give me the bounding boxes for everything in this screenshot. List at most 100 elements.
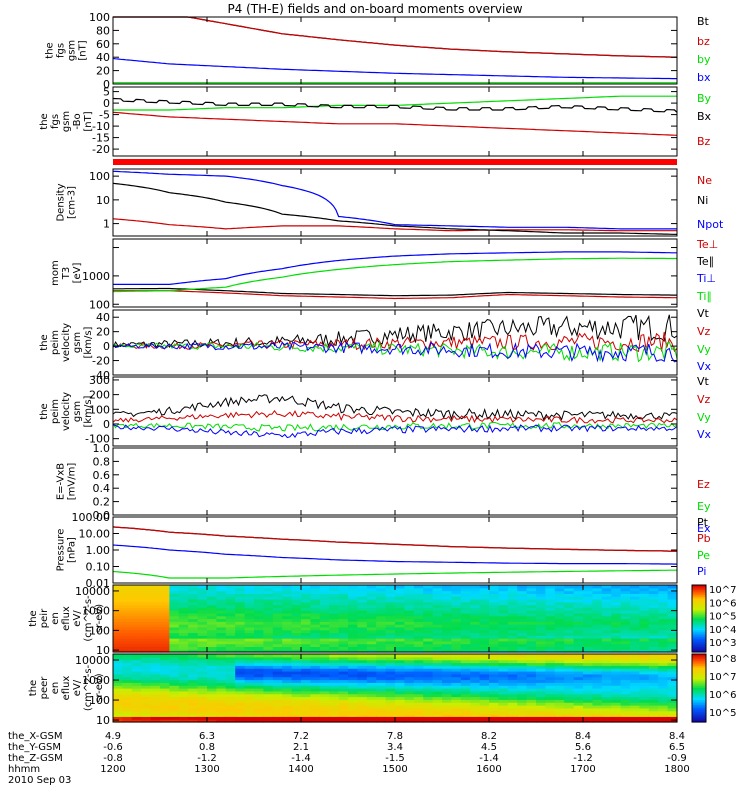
heatmap-cell <box>442 702 452 706</box>
heatmap-cell <box>536 643 546 648</box>
heatmap-cell <box>207 629 217 634</box>
heatmap-cell <box>235 624 246 628</box>
heatmap-cell <box>272 598 283 603</box>
x-row-value: 6.3 <box>199 731 215 742</box>
heatmap-cell <box>479 665 490 669</box>
heatmap-cell <box>395 705 405 709</box>
heatmap-cell <box>291 716 302 720</box>
heatmap-cell <box>479 629 490 634</box>
colorbar-segment <box>692 595 706 598</box>
heatmap-cell <box>517 668 528 672</box>
heatmap-cell <box>338 673 349 678</box>
heatmap-cell <box>122 590 133 594</box>
heatmap-cell <box>301 629 311 634</box>
heatmap-cell <box>272 671 283 675</box>
heatmap-cell <box>620 610 631 614</box>
heatmap-cell <box>319 612 330 617</box>
heatmap-cell <box>507 590 518 594</box>
heatmap-cell <box>310 719 321 723</box>
heatmap-cell <box>517 618 528 622</box>
legend-Pe: Pe <box>697 549 710 562</box>
heatmap-cell <box>235 693 246 698</box>
heatmap-cell <box>357 649 368 653</box>
heatmap-cell <box>554 668 565 672</box>
heatmap-cell <box>442 654 452 658</box>
heatmap-cell <box>385 693 396 698</box>
heatmap-cell <box>272 596 283 600</box>
heatmap-cell <box>536 587 546 592</box>
heatmap-cell <box>188 649 199 653</box>
heatmap-cell <box>150 596 161 600</box>
heatmap-cell <box>357 621 368 625</box>
panel-frame <box>112 447 678 516</box>
heatmap-cell <box>263 624 274 628</box>
colorbar-segment <box>692 664 706 667</box>
heatmap-cell <box>348 682 358 686</box>
heatmap-cell <box>160 659 170 664</box>
heatmap-cell <box>667 688 678 692</box>
heatmap-cell <box>376 707 387 712</box>
heatmap-cell <box>301 702 311 706</box>
heatmap-cell <box>122 643 133 648</box>
heatmap-cell <box>489 679 499 683</box>
panel-peim_velocity: VtVzVyVx-40-2002040thepeimvelocitygsm[km… <box>39 307 712 382</box>
heatmap-cell <box>432 607 443 611</box>
heatmap-cell <box>376 705 387 709</box>
heatmap-cell <box>235 690 246 695</box>
heatmap-cell <box>160 585 170 589</box>
heatmap-cell <box>272 688 283 692</box>
heatmap-cell <box>648 601 659 606</box>
heatmap-cell <box>526 682 537 686</box>
heatmap-cell <box>291 601 302 606</box>
heatmap-cell <box>150 629 161 634</box>
heatmap-cell <box>235 604 246 608</box>
heatmap-cell <box>235 665 246 669</box>
heatmap-cell <box>338 587 349 592</box>
heatmap-cell <box>564 654 575 658</box>
heatmap-cell <box>301 662 311 666</box>
heatmap-cell <box>244 615 255 620</box>
heatmap-cell <box>442 590 452 594</box>
heatmap-cell <box>141 626 152 631</box>
colorbar-segment <box>692 623 706 626</box>
heatmap-cell <box>630 607 640 611</box>
heatmap-cell <box>319 656 330 661</box>
heatmap-cell <box>460 596 471 600</box>
heatmap-cell <box>498 710 509 715</box>
colorbar-segment <box>692 606 706 610</box>
heatmap-cell <box>263 707 274 712</box>
heatmap-cell <box>197 638 208 642</box>
x-row-value: 8.4 <box>669 731 685 742</box>
heatmap-cell <box>648 649 659 653</box>
heatmap-cell <box>648 679 659 683</box>
heatmap-cell <box>451 716 462 720</box>
heatmap-cell <box>479 598 490 603</box>
heatmap-cell <box>291 638 302 642</box>
heatmap-cell <box>611 590 622 594</box>
heatmap-cell <box>160 612 170 617</box>
heatmap-cell <box>620 593 631 597</box>
heatmap-cell <box>366 601 377 606</box>
heatmap-cell <box>404 682 415 686</box>
heatmap-cell <box>188 615 199 620</box>
heatmap-cell <box>395 598 405 603</box>
heatmap-cell <box>254 679 264 683</box>
heatmap-cell <box>517 690 528 695</box>
heatmap-cell <box>329 596 340 600</box>
heatmap-cell <box>639 682 650 686</box>
heatmap-cell <box>413 702 424 706</box>
colorbar-segment <box>692 681 706 684</box>
heatmap-cell <box>507 632 518 636</box>
heatmap-cell <box>667 699 678 703</box>
heatmap-cell <box>254 682 264 686</box>
heatmap-cell <box>554 702 565 706</box>
series-line-Npot <box>112 170 677 230</box>
heatmap-cell <box>489 585 499 589</box>
heatmap-cell <box>526 646 537 650</box>
heatmap-cell <box>479 610 490 614</box>
heatmap-cell <box>554 705 565 709</box>
heatmap-cell <box>188 676 199 681</box>
heatmap-cell <box>376 716 387 720</box>
heatmap-cell <box>348 615 358 620</box>
